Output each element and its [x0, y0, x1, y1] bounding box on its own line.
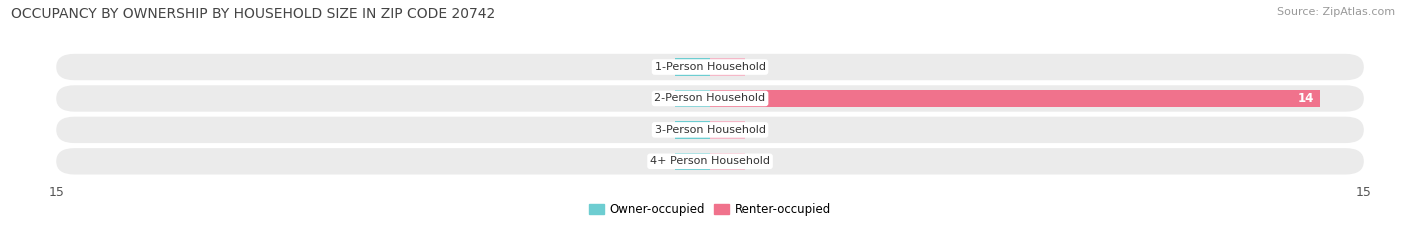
FancyBboxPatch shape — [56, 85, 1364, 112]
Legend: Owner-occupied, Renter-occupied: Owner-occupied, Renter-occupied — [585, 199, 835, 221]
FancyBboxPatch shape — [56, 54, 1364, 80]
Text: 0: 0 — [751, 123, 759, 136]
Text: 4+ Person Household: 4+ Person Household — [650, 156, 770, 166]
Text: 0: 0 — [751, 155, 759, 168]
Bar — [710, 90, 1320, 107]
Text: Source: ZipAtlas.com: Source: ZipAtlas.com — [1277, 7, 1395, 17]
Bar — [710, 58, 745, 76]
Text: 0: 0 — [661, 92, 669, 105]
Bar — [675, 90, 710, 107]
Bar — [710, 153, 745, 170]
Text: 1-Person Household: 1-Person Household — [655, 62, 765, 72]
Bar — [710, 121, 745, 139]
Text: 0: 0 — [661, 61, 669, 74]
Text: 14: 14 — [1298, 92, 1313, 105]
Bar — [675, 58, 710, 76]
Text: 0: 0 — [661, 155, 669, 168]
FancyBboxPatch shape — [56, 117, 1364, 143]
Text: OCCUPANCY BY OWNERSHIP BY HOUSEHOLD SIZE IN ZIP CODE 20742: OCCUPANCY BY OWNERSHIP BY HOUSEHOLD SIZE… — [11, 7, 495, 21]
Bar — [675, 121, 710, 139]
Bar — [675, 153, 710, 170]
Text: 0: 0 — [661, 123, 669, 136]
Text: 2-Person Household: 2-Person Household — [654, 93, 766, 103]
Text: 0: 0 — [751, 61, 759, 74]
FancyBboxPatch shape — [56, 148, 1364, 175]
Text: 3-Person Household: 3-Person Household — [655, 125, 765, 135]
